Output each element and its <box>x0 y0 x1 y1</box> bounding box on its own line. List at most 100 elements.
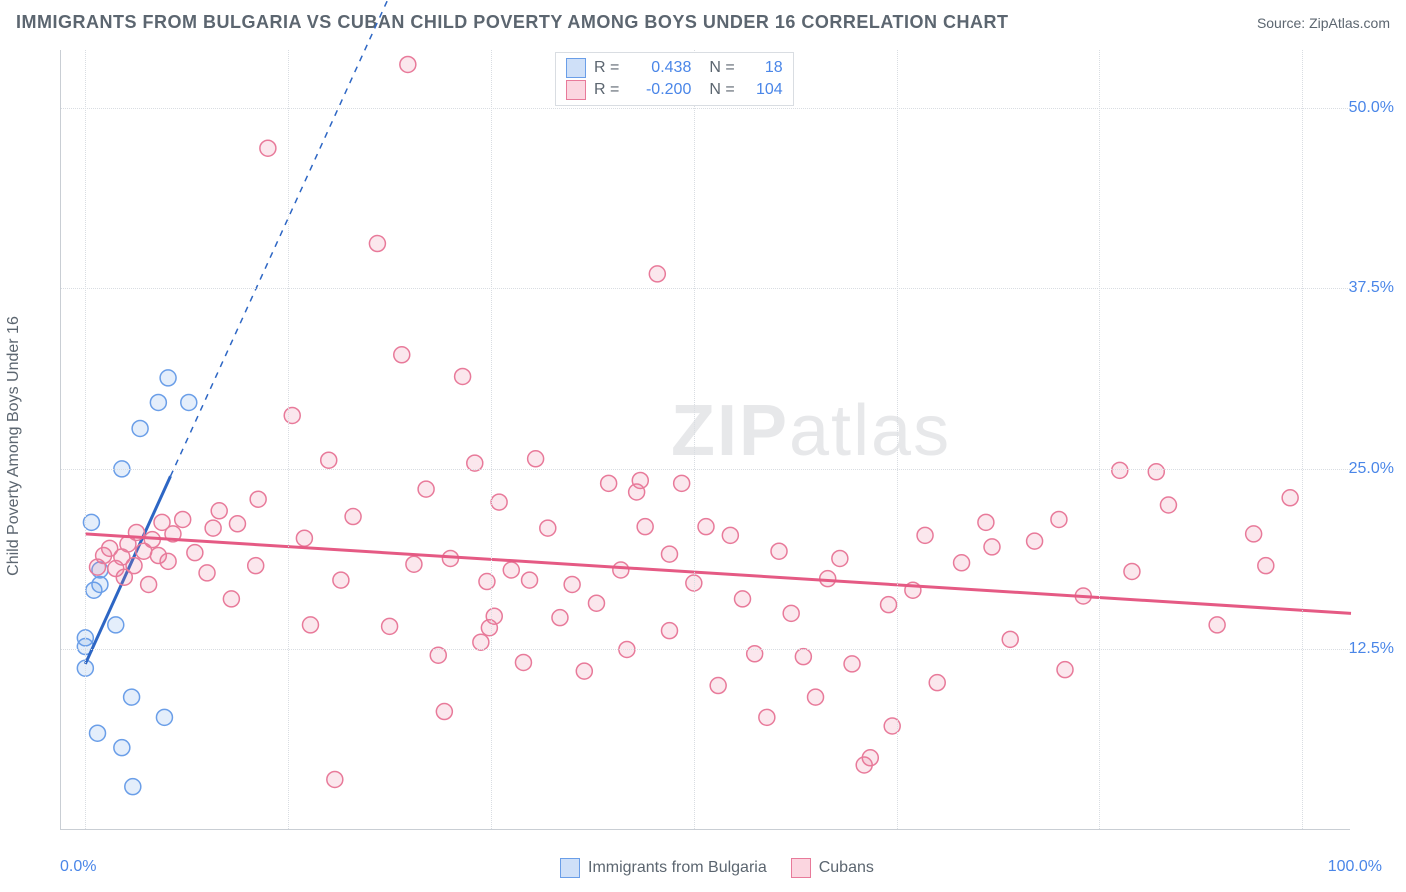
data-point <box>321 452 337 468</box>
y-tick-label: 50.0% <box>1349 99 1394 117</box>
legend-row: R =0.438N =18 <box>566 57 783 79</box>
legend-label: Immigrants from Bulgaria <box>588 859 767 877</box>
data-point <box>552 610 568 626</box>
data-point <box>1148 464 1164 480</box>
n-value: 18 <box>743 57 783 79</box>
data-point <box>126 558 142 574</box>
data-point <box>406 556 422 572</box>
data-point <box>1209 617 1225 633</box>
data-point <box>327 771 343 787</box>
data-point <box>108 617 124 633</box>
data-point <box>588 595 604 611</box>
n-label: N = <box>709 57 734 79</box>
data-point <box>124 689 140 705</box>
data-point <box>795 649 811 665</box>
data-point <box>884 718 900 734</box>
data-point <box>181 394 197 410</box>
data-point <box>503 562 519 578</box>
data-point <box>1112 462 1128 478</box>
x-tick-max: 100.0% <box>1328 858 1382 876</box>
data-point <box>954 555 970 571</box>
r-value: -0.200 <box>627 79 691 101</box>
data-point <box>978 514 994 530</box>
data-point <box>1057 662 1073 678</box>
data-point <box>92 576 108 592</box>
data-point <box>771 543 787 559</box>
data-point <box>710 678 726 694</box>
data-point <box>160 370 176 386</box>
y-axis-title: Child Poverty Among Boys Under 16 <box>5 316 23 576</box>
legend-label: Cubans <box>819 859 874 877</box>
data-point <box>333 572 349 588</box>
data-point <box>382 618 398 634</box>
data-point <box>783 605 799 621</box>
n-value: 104 <box>743 79 783 101</box>
data-point <box>491 494 507 510</box>
source-label: Source: ZipAtlas.com <box>1257 15 1390 31</box>
data-point <box>125 779 141 795</box>
data-point <box>808 689 824 705</box>
data-point <box>522 572 538 588</box>
n-label: N = <box>709 79 734 101</box>
data-point <box>674 475 690 491</box>
data-point <box>248 558 264 574</box>
data-point <box>223 591 239 607</box>
data-point <box>436 704 452 720</box>
vgrid-line <box>897 50 898 829</box>
data-point <box>984 539 1000 555</box>
data-point <box>613 562 629 578</box>
data-point <box>187 545 203 561</box>
data-point <box>250 491 266 507</box>
data-point <box>832 550 848 566</box>
data-point <box>1282 490 1298 506</box>
vgrid-line <box>1099 50 1100 829</box>
data-point <box>1051 511 1067 527</box>
data-point <box>284 407 300 423</box>
data-point <box>661 546 677 562</box>
data-point <box>479 574 495 590</box>
data-point <box>917 527 933 543</box>
data-point <box>1002 631 1018 647</box>
data-point <box>747 646 763 662</box>
scatter-plot: ZIPatlas <box>60 50 1350 830</box>
data-point <box>156 709 172 725</box>
data-point <box>132 420 148 436</box>
data-point <box>296 530 312 546</box>
data-point <box>394 347 410 363</box>
data-point <box>1027 533 1043 549</box>
data-point <box>929 675 945 691</box>
legend-swatch <box>566 80 586 100</box>
hgrid-line <box>61 108 1350 109</box>
data-point <box>1258 558 1274 574</box>
data-point <box>515 654 531 670</box>
y-tick-label: 37.5% <box>1349 279 1394 297</box>
data-point <box>175 511 191 527</box>
data-point <box>601 475 617 491</box>
data-point <box>369 236 385 252</box>
data-point <box>698 519 714 535</box>
correlation-legend: R =0.438N =18R =-0.200N =104 <box>555 52 794 106</box>
data-point <box>455 368 471 384</box>
data-point <box>632 472 648 488</box>
data-point <box>637 519 653 535</box>
data-point <box>90 725 106 741</box>
legend-item: Immigrants from Bulgaria <box>560 858 767 878</box>
legend-swatch <box>566 58 586 78</box>
data-point <box>150 394 166 410</box>
data-point <box>540 520 556 536</box>
plot-svg <box>61 50 1350 829</box>
data-point <box>205 520 221 536</box>
vgrid-line <box>288 50 289 829</box>
y-tick-label: 12.5% <box>1349 640 1394 658</box>
r-value: 0.438 <box>627 57 691 79</box>
title-bar: IMMIGRANTS FROM BULGARIA VS CUBAN CHILD … <box>16 12 1390 33</box>
chart-title: IMMIGRANTS FROM BULGARIA VS CUBAN CHILD … <box>16 12 1009 33</box>
hgrid-line <box>61 469 1350 470</box>
legend-item: Cubans <box>791 858 874 878</box>
data-point <box>722 527 738 543</box>
data-point <box>160 553 176 569</box>
data-point <box>862 750 878 766</box>
y-tick-label: 25.0% <box>1349 460 1394 478</box>
data-point <box>1124 563 1140 579</box>
data-point <box>400 56 416 72</box>
